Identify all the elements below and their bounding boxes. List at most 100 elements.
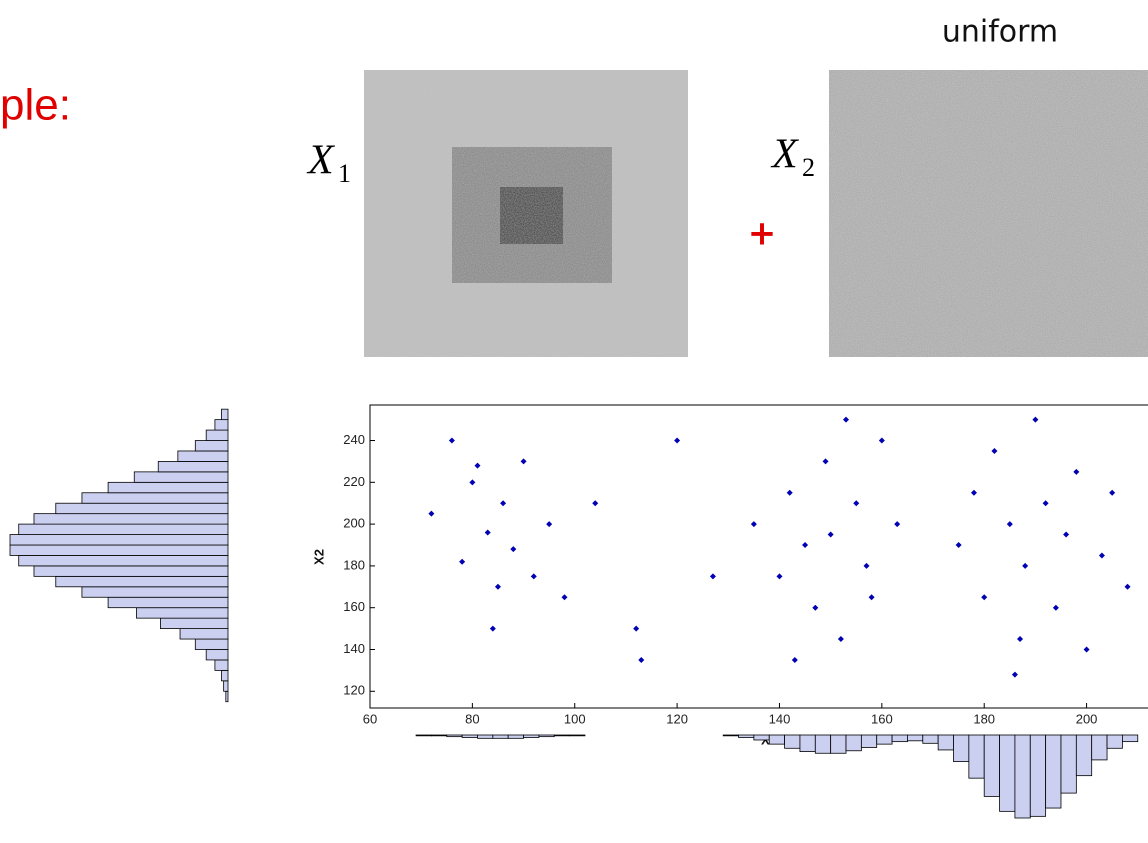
histogram-bar: [19, 555, 228, 565]
scatter-point: [843, 417, 849, 423]
histogram-bar: [82, 493, 228, 503]
scatter-point: [828, 532, 834, 538]
scatter-point: [638, 657, 644, 663]
histogram-bar: [195, 639, 228, 649]
histogram-bar: [215, 660, 228, 670]
histogram-bar: [984, 735, 999, 796]
histogram-bar: [180, 629, 228, 639]
histogram-bar: [431, 735, 446, 736]
histogram-bar: [195, 441, 228, 451]
histogram-bar: [1061, 735, 1076, 793]
x-tick-label: 200: [1076, 711, 1098, 726]
scatter-point: [802, 542, 808, 548]
scatter-point: [495, 584, 501, 590]
histogram-bar: [785, 735, 800, 748]
scatter-point: [459, 559, 465, 565]
y-tick-label: 160: [343, 599, 365, 614]
histogram-bar: [1122, 735, 1137, 742]
histogram-bar: [1000, 735, 1015, 811]
scatter-point: [869, 594, 875, 600]
x-tick-label: 180: [973, 711, 995, 726]
scatter-point: [971, 490, 977, 496]
scatter-point: [562, 594, 568, 600]
x-tick-label: 160: [871, 711, 893, 726]
x-tick-label: 120: [666, 711, 688, 726]
scatter-point: [521, 458, 527, 464]
scatter-point: [592, 500, 598, 506]
scatter-point: [991, 448, 997, 454]
histogram-bar: [206, 649, 228, 659]
scatter-point: [485, 529, 491, 535]
histogram-bar: [34, 514, 228, 524]
histogram-bar: [224, 681, 228, 691]
histogram-bar: [969, 735, 984, 778]
scatter-point: [428, 511, 434, 517]
scatter-point: [792, 657, 798, 663]
histogram-bar: [907, 735, 922, 741]
scatter-point: [1084, 646, 1090, 652]
histogram-bar: [739, 735, 754, 737]
histogram-bar: [416, 735, 431, 736]
scatter-point: [1007, 521, 1013, 527]
scatter-point: [1053, 605, 1059, 611]
histogram-bar: [10, 535, 228, 545]
histogram-bar: [19, 524, 228, 534]
scatter-point: [838, 636, 844, 642]
histogram-bar: [108, 597, 228, 607]
histogram-bar: [206, 430, 228, 440]
histogram-bar: [1107, 735, 1122, 748]
histogram-bar: [226, 691, 228, 701]
y-tick-label: 220: [343, 474, 365, 489]
histogram-bar: [815, 735, 830, 753]
histogram-bar: [56, 576, 228, 586]
histogram-bar: [215, 420, 228, 430]
scatter-point: [1022, 563, 1028, 569]
histogram-bar: [477, 735, 492, 738]
histogram-bar: [34, 566, 228, 576]
histogram-bar: [158, 461, 228, 471]
histogram-bar: [160, 618, 228, 628]
scatter-point: [1063, 532, 1069, 538]
y-tick-label: 120: [343, 683, 365, 698]
scatter-point: [863, 563, 869, 569]
y-tick-label: 180: [343, 557, 365, 572]
histogram-bar: [754, 735, 769, 740]
scatter-point: [500, 500, 506, 506]
histogram-bar: [508, 735, 523, 738]
histogram-bar: [462, 735, 477, 737]
scatter-point: [1043, 500, 1049, 506]
scatter-point: [633, 626, 639, 632]
histogram-bar: [800, 735, 815, 752]
slide-title: ple:: [0, 81, 71, 130]
histogram-bar: [1092, 735, 1107, 760]
histogram-bar: [1076, 735, 1091, 776]
histogram-bar: [10, 545, 228, 555]
histogram-bar: [524, 735, 539, 737]
histogram-bar: [56, 503, 228, 513]
scatter-point: [469, 479, 475, 485]
scatter-point: [1099, 552, 1105, 558]
scatter-point: [981, 594, 987, 600]
histogram-bar: [108, 482, 228, 492]
x-tick-label: 80: [465, 711, 479, 726]
histogram-bar: [554, 735, 569, 736]
scatter-point: [776, 573, 782, 579]
scatter-point: [474, 463, 480, 469]
histogram-bar: [82, 587, 228, 597]
y-tick-label: 240: [343, 432, 365, 447]
slide: ple: uniform X 1 X 2 + 60801001201401601…: [0, 0, 1148, 843]
histogram-bar: [221, 670, 228, 680]
x-tick-label: 100: [564, 711, 586, 726]
histogram-bar: [1046, 735, 1061, 808]
histogram-bar: [178, 451, 228, 461]
scatter-point: [1125, 584, 1131, 590]
image-subscript: 1: [338, 159, 351, 188]
histogram-bar: [1030, 735, 1045, 816]
image-x2: [829, 70, 1148, 357]
scatter-point: [1073, 469, 1079, 475]
scatter-point: [894, 521, 900, 527]
histogram-bar: [877, 735, 892, 744]
histogram-bar: [134, 472, 228, 482]
histogram-bar: [769, 735, 784, 744]
histogram-bar: [493, 735, 508, 738]
